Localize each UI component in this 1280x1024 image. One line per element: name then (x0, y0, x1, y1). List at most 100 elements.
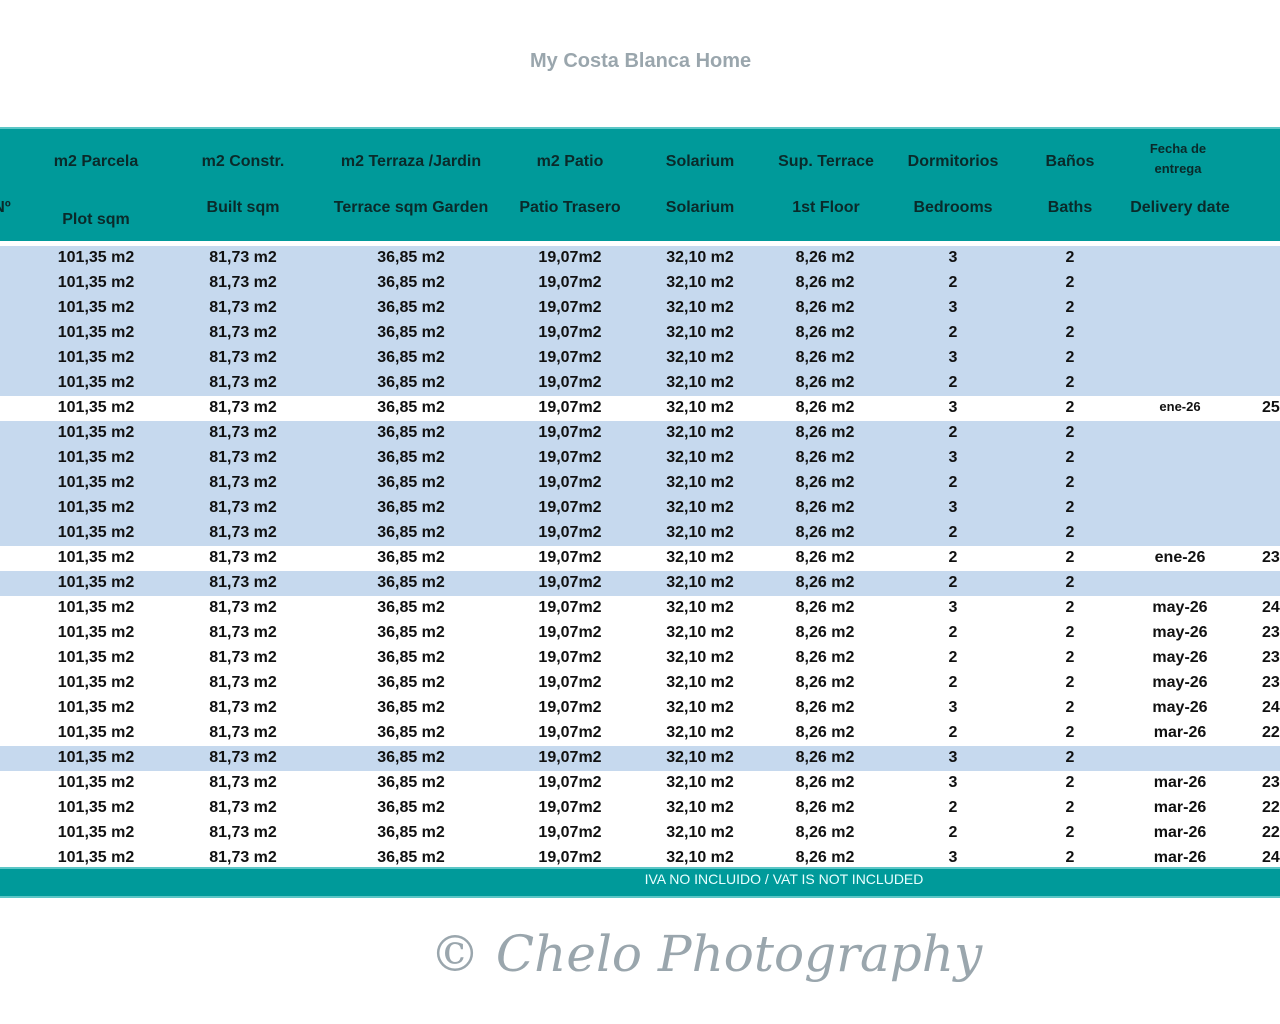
cell-plot: 101,35 m2 (57, 374, 135, 391)
cell-bedrooms: 2 (948, 574, 958, 591)
table-row: 101,35 m2 81,73 m2 36,85 m2 19,07m2 32,10 m2… (0, 671, 1280, 696)
cell-first-floor: 8,26 m2 (795, 799, 855, 816)
table-row: 101,35 m2 81,73 m2 36,85 m2 19,07m2 32,10 m2… (0, 596, 1280, 621)
cell-patio: 19,07m2 (538, 324, 602, 341)
table-row: 101,35 m2 81,73 m2 36,85 m2 19,07m2 32,10 m2… (0, 546, 1280, 571)
cell-built: 81,73 m2 (209, 824, 277, 841)
cell-built: 81,73 m2 (209, 274, 277, 291)
cell-patio: 19,07m2 (538, 574, 602, 591)
cell-terrace: 36,85 m2 (377, 424, 445, 441)
cell-patio: 19,07m2 (538, 399, 602, 416)
cell-bedrooms: 3 (948, 599, 958, 616)
cell-delivery: mar-26 (1153, 849, 1207, 866)
cell-solarium: 32,10 m2 (666, 699, 734, 716)
cell-terrace: 36,85 m2 (377, 499, 445, 516)
cell-built: 81,73 m2 (209, 774, 277, 791)
cell-baths: 2 (1065, 524, 1075, 541)
cell-price: 24 (1262, 849, 1280, 866)
cell-plot: 101,35 m2 (57, 724, 135, 741)
cell-bedrooms: 2 (948, 424, 958, 441)
cell-baths: 2 (1065, 599, 1075, 616)
cell-solarium: 32,10 m2 (666, 724, 734, 741)
vat-note: IVA NO INCLUIDO / VAT IS NOT INCLUDED (644, 871, 924, 887)
cell-first-floor: 8,26 m2 (795, 349, 855, 366)
watermark-logo: My Costa Blanca Home (530, 50, 752, 72)
cell-first-floor: 8,26 m2 (795, 824, 855, 841)
header-built-en: Built sqm (206, 199, 280, 216)
cell-solarium: 32,10 m2 (666, 474, 734, 491)
cell-built: 81,73 m2 (209, 349, 277, 366)
cell-first-floor: 8,26 m2 (795, 624, 855, 641)
cell-baths: 2 (1065, 799, 1075, 816)
cell-solarium: 32,10 m2 (666, 399, 734, 416)
cell-terrace: 36,85 m2 (377, 724, 445, 741)
header-first-floor-en: 1st Floor (792, 199, 860, 216)
cell-patio: 19,07m2 (538, 274, 602, 291)
cell-delivery: mar-26 (1153, 774, 1207, 791)
cell-solarium: 32,10 m2 (666, 824, 734, 841)
header-baths-es: Baños (1045, 153, 1095, 170)
table-row: 101,35 m2 81,73 m2 36,85 m2 19,07m2 32,10 m2… (0, 746, 1280, 771)
cell-price: 24 (1262, 699, 1280, 716)
table-row: 101,35 m2 81,73 m2 36,85 m2 19,07m2 32,10 m2… (0, 421, 1280, 446)
cell-baths: 2 (1065, 374, 1075, 391)
header-patio-en: Patio Trasero (519, 199, 621, 216)
cell-patio: 19,07m2 (538, 474, 602, 491)
cell-terrace: 36,85 m2 (377, 274, 445, 291)
cell-plot: 101,35 m2 (57, 274, 135, 291)
cell-plot: 101,35 m2 (57, 349, 135, 366)
cell-plot: 101,35 m2 (57, 649, 135, 666)
cell-first-floor: 8,26 m2 (795, 724, 855, 741)
cell-terrace: 36,85 m2 (377, 799, 445, 816)
cell-baths: 2 (1065, 649, 1075, 666)
table-row: 101,35 m2 81,73 m2 36,85 m2 19,07m2 32,10 m2… (0, 296, 1280, 321)
cell-bedrooms: 3 (948, 774, 958, 791)
cell-plot: 101,35 m2 (57, 574, 135, 591)
header-bedrooms-es: Dormitorios (907, 153, 999, 170)
cell-built: 81,73 m2 (209, 324, 277, 341)
table-row: 101,35 m2 81,73 m2 36,85 m2 19,07m2 32,10 m2… (0, 846, 1280, 871)
header-terrace-es: m2 Terraza /Jardin (340, 153, 482, 170)
cell-price: 22 (1262, 824, 1280, 841)
cell-bedrooms: 3 (948, 249, 958, 266)
cell-plot: 101,35 m2 (57, 799, 135, 816)
cell-bedrooms: 3 (948, 349, 958, 366)
cell-terrace: 36,85 m2 (377, 824, 445, 841)
cell-terrace: 36,85 m2 (377, 774, 445, 791)
table-row: 101,35 m2 81,73 m2 36,85 m2 19,07m2 32,10 m2… (0, 271, 1280, 296)
cell-baths: 2 (1065, 699, 1075, 716)
cell-baths: 2 (1065, 399, 1075, 416)
cell-patio: 19,07m2 (538, 299, 602, 316)
cell-solarium: 32,10 m2 (666, 799, 734, 816)
cell-first-floor: 8,26 m2 (795, 399, 855, 416)
table-row: 101,35 m2 81,73 m2 36,85 m2 19,07m2 32,10 m2… (0, 821, 1280, 846)
table-row: 101,35 m2 81,73 m2 36,85 m2 19,07m2 32,10 m2… (0, 246, 1280, 271)
cell-solarium: 32,10 m2 (666, 599, 734, 616)
cell-first-floor: 8,26 m2 (795, 649, 855, 666)
cell-price: 22 (1262, 799, 1280, 816)
cell-patio: 19,07m2 (538, 249, 602, 266)
cell-plot: 101,35 m2 (57, 549, 135, 566)
cell-plot: 101,35 m2 (57, 399, 135, 416)
cell-first-floor: 8,26 m2 (795, 249, 855, 266)
table-body: 101,35 m2 81,73 m2 36,85 m2 19,07m2 32,10 m2… (0, 246, 1280, 871)
cell-solarium: 32,10 m2 (666, 249, 734, 266)
cell-plot: 101,35 m2 (57, 299, 135, 316)
cell-price: 24 (1262, 599, 1280, 616)
cell-price: 23 (1262, 774, 1280, 791)
cell-terrace: 36,85 m2 (377, 449, 445, 466)
cell-first-floor: 8,26 m2 (795, 699, 855, 716)
cell-plot: 101,35 m2 (57, 474, 135, 491)
table-row: 101,35 m2 81,73 m2 36,85 m2 19,07m2 32,10 m2… (0, 696, 1280, 721)
cell-built: 81,73 m2 (209, 849, 277, 866)
cell-built: 81,73 m2 (209, 499, 277, 516)
cell-plot: 101,35 m2 (57, 774, 135, 791)
cell-baths: 2 (1065, 424, 1075, 441)
cell-bedrooms: 3 (948, 449, 958, 466)
cell-delivery: mar-26 (1153, 724, 1207, 741)
cell-price: 23 (1262, 649, 1280, 666)
cell-baths: 2 (1065, 349, 1075, 366)
cell-price: 22 (1262, 724, 1280, 741)
cell-first-floor: 8,26 m2 (795, 674, 855, 691)
cell-patio: 19,07m2 (538, 699, 602, 716)
